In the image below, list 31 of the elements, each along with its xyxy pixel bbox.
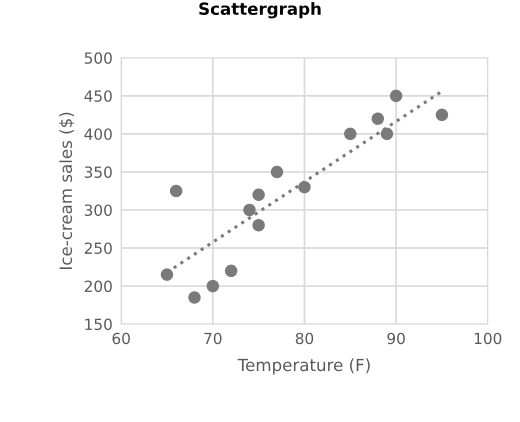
y-tick-label: 250 [84, 242, 112, 254]
y-tick-label: 150 [85, 318, 112, 330]
point [206, 280, 220, 292]
y-tick-label: 200 [84, 280, 112, 292]
x-tick-label: 90 [387, 332, 405, 344]
point [170, 184, 182, 198]
x-tick-label: 70 [204, 332, 222, 344]
point [160, 268, 174, 281]
y-tick-label: 350 [84, 166, 112, 178]
x-axis-title: Temperature (F) [238, 358, 370, 374]
y-tick-label: 450 [84, 90, 112, 102]
point [298, 180, 311, 194]
point [252, 188, 265, 201]
x-tick-label: 80 [296, 332, 314, 344]
point [436, 108, 448, 122]
y-tick-label: 300 [84, 204, 112, 216]
point [224, 264, 238, 278]
chart-title: Scattergraph [199, 2, 321, 18]
point [252, 218, 265, 232]
x-tick-label: 60 [112, 332, 130, 344]
x-tick-label: 100 [474, 332, 502, 344]
y-tick-label: 500 [84, 52, 112, 64]
y-axis-title: Ice-cream sales ($) [59, 112, 74, 269]
point [372, 112, 384, 125]
point [390, 90, 402, 102]
point [344, 128, 356, 140]
point [270, 166, 284, 178]
y-tick-label: 400 [84, 128, 112, 140]
point [243, 204, 256, 216]
point [380, 128, 394, 140]
point [188, 291, 201, 304]
